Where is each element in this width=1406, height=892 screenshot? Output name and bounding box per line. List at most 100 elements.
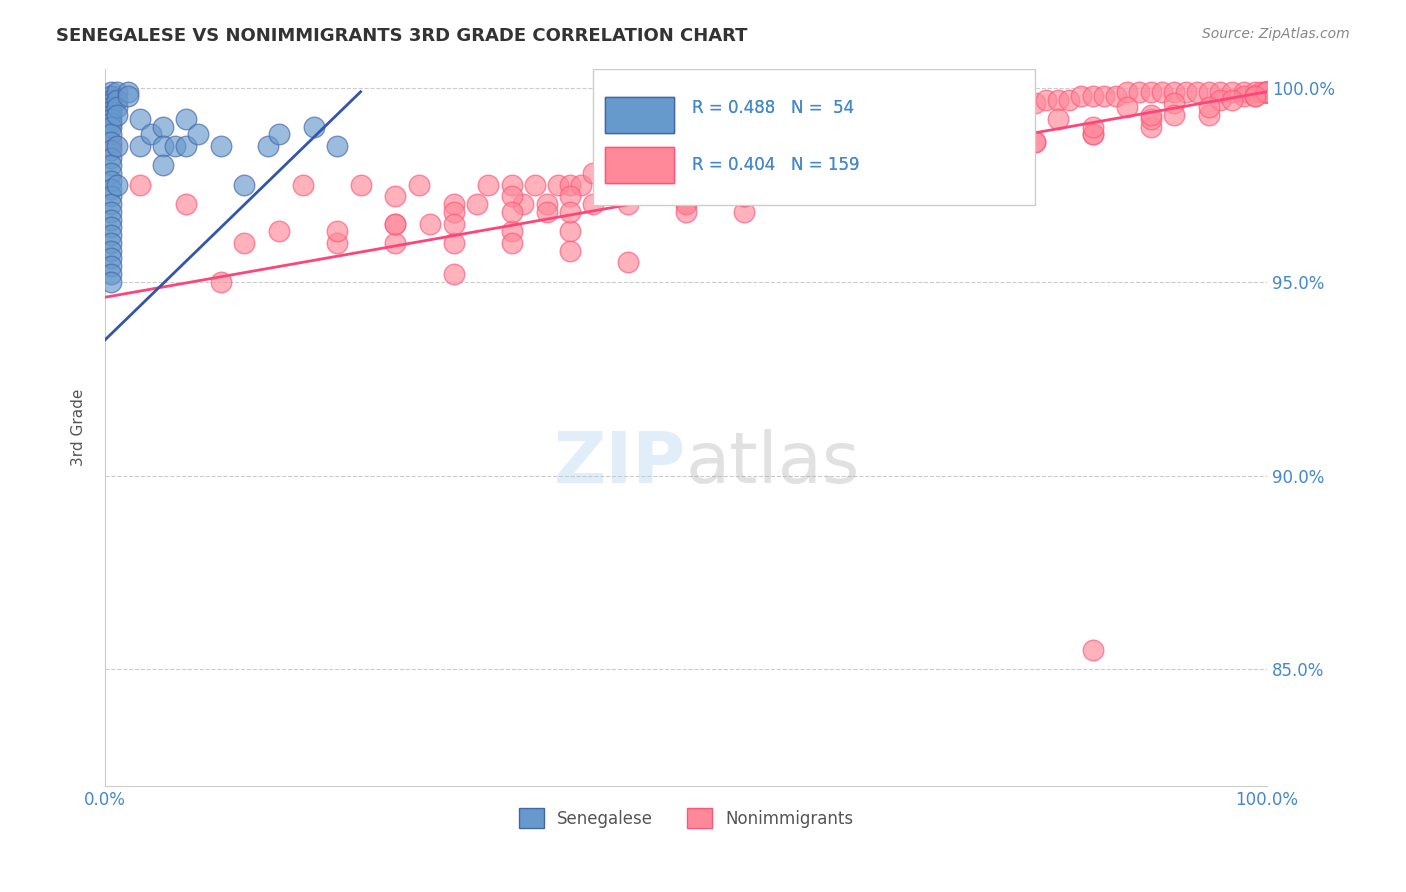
- Point: [443, 235, 465, 250]
- Point: [558, 178, 581, 192]
- Point: [100, 143, 122, 157]
- Point: [384, 189, 406, 203]
- Point: [100, 259, 122, 273]
- Point: [582, 197, 605, 211]
- Point: [965, 104, 987, 119]
- Point: [605, 178, 627, 192]
- Point: [100, 100, 122, 114]
- Point: [100, 228, 122, 243]
- Text: R = 0.404   N = 159: R = 0.404 N = 159: [692, 156, 859, 174]
- Point: [501, 189, 523, 203]
- Point: [838, 128, 860, 142]
- Point: [849, 166, 872, 180]
- Point: [931, 128, 953, 142]
- Point: [953, 104, 976, 119]
- Point: [792, 166, 814, 180]
- Point: [849, 166, 872, 180]
- Point: [942, 104, 965, 119]
- Text: atlas: atlas: [686, 428, 860, 498]
- Point: [664, 166, 686, 180]
- Point: [100, 197, 122, 211]
- Point: [443, 217, 465, 231]
- Point: [1081, 128, 1104, 142]
- Point: [100, 139, 122, 153]
- Point: [384, 235, 406, 250]
- Point: [1163, 96, 1185, 111]
- Point: [100, 116, 122, 130]
- Point: [710, 158, 733, 172]
- Point: [617, 255, 640, 269]
- Point: [100, 88, 122, 103]
- Point: [1254, 85, 1277, 99]
- Point: [1244, 85, 1267, 99]
- Point: [814, 151, 837, 165]
- Point: [1163, 108, 1185, 122]
- Point: [1070, 88, 1092, 103]
- Text: SENEGALESE VS NONIMMIGRANTS 3RD GRADE CORRELATION CHART: SENEGALESE VS NONIMMIGRANTS 3RD GRADE CO…: [56, 27, 748, 45]
- Point: [872, 120, 894, 134]
- Point: [152, 158, 174, 172]
- Point: [302, 120, 325, 134]
- Point: [884, 139, 907, 153]
- Point: [1139, 108, 1161, 122]
- Point: [1059, 93, 1081, 107]
- Point: [100, 174, 122, 188]
- Point: [105, 178, 128, 192]
- Point: [523, 178, 546, 192]
- Point: [100, 120, 122, 134]
- Point: [105, 93, 128, 107]
- Point: [100, 189, 122, 203]
- Point: [1220, 93, 1243, 107]
- Point: [907, 158, 929, 172]
- Point: [443, 267, 465, 281]
- Point: [803, 135, 825, 149]
- Point: [1233, 88, 1256, 103]
- Point: [349, 178, 371, 192]
- Point: [1081, 643, 1104, 657]
- Point: [744, 143, 766, 157]
- Point: [1092, 88, 1115, 103]
- Point: [501, 224, 523, 238]
- Legend: Senegalese, Nonimmigrants: Senegalese, Nonimmigrants: [512, 801, 859, 835]
- Text: R = 0.488   N =  54: R = 0.488 N = 54: [692, 99, 853, 117]
- Point: [100, 182, 122, 196]
- Point: [477, 178, 499, 192]
- Point: [512, 197, 534, 211]
- Point: [100, 104, 122, 119]
- Point: [269, 224, 291, 238]
- Point: [233, 235, 256, 250]
- Point: [1163, 85, 1185, 99]
- Point: [100, 96, 122, 111]
- Point: [1000, 120, 1022, 134]
- Point: [1081, 128, 1104, 142]
- Point: [536, 205, 558, 219]
- Point: [1139, 120, 1161, 134]
- Point: [384, 217, 406, 231]
- Point: [384, 217, 406, 231]
- Point: [176, 197, 198, 211]
- Point: [896, 112, 918, 126]
- Point: [128, 112, 150, 126]
- Point: [1233, 85, 1256, 99]
- Point: [1139, 112, 1161, 126]
- Point: [100, 244, 122, 258]
- Point: [1254, 85, 1277, 99]
- Point: [100, 151, 122, 165]
- Point: [965, 146, 987, 161]
- Point: [100, 128, 122, 142]
- Point: [918, 108, 941, 122]
- Point: [501, 205, 523, 219]
- Point: [825, 128, 848, 142]
- Point: [1198, 108, 1220, 122]
- Point: [152, 120, 174, 134]
- Point: [1185, 85, 1208, 99]
- Point: [651, 178, 673, 192]
- Point: [884, 112, 907, 126]
- Point: [233, 178, 256, 192]
- Point: [408, 178, 430, 192]
- Point: [697, 151, 720, 165]
- Point: [100, 135, 122, 149]
- Point: [326, 235, 349, 250]
- Point: [536, 197, 558, 211]
- Point: [1000, 96, 1022, 111]
